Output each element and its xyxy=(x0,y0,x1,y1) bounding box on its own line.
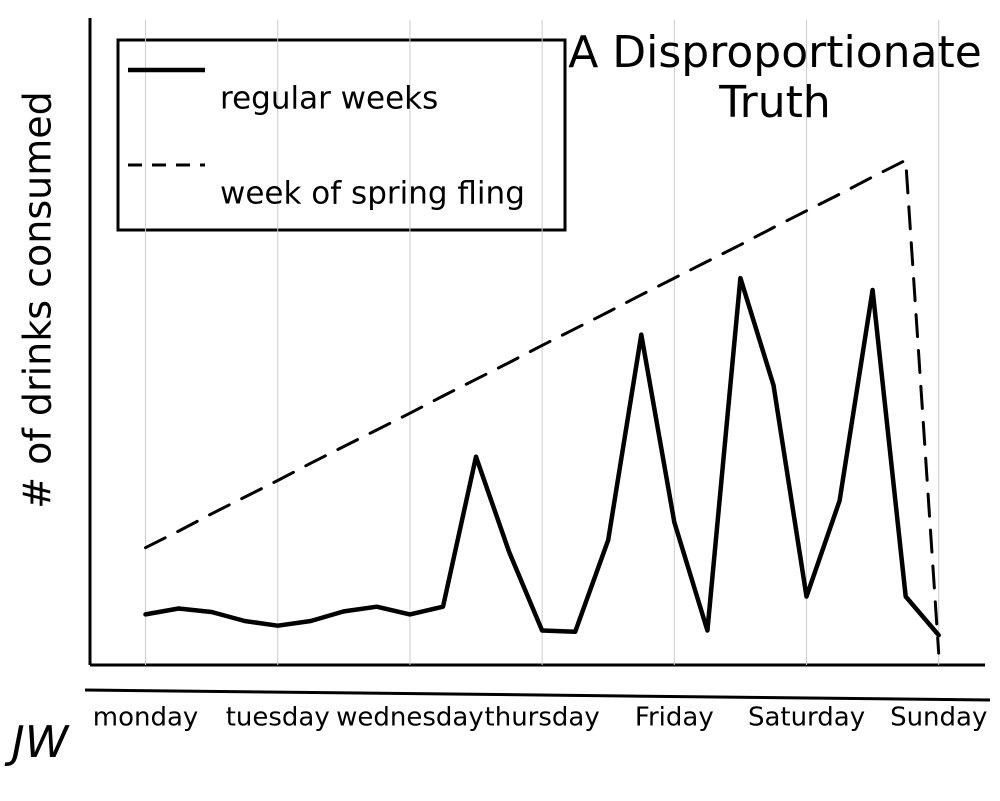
x-tick-label: thursday xyxy=(485,703,600,733)
x-tick-label: tuesday xyxy=(226,703,330,733)
signature: JW xyxy=(4,717,70,768)
legend-box xyxy=(116,38,567,232)
x-tick-label: wednesday xyxy=(336,703,484,733)
x-tick-label: Saturday xyxy=(748,703,865,733)
x-axis-underline xyxy=(84,688,991,702)
y-axis-label: # of drinks consumed xyxy=(16,91,60,509)
x-tick-label: monday xyxy=(93,703,199,733)
series-line xyxy=(143,275,941,638)
legend-label: regular weeks xyxy=(220,81,438,117)
x-tick-label: Friday xyxy=(635,703,714,733)
series-line xyxy=(144,158,941,655)
legend-label: week of spring fling xyxy=(220,176,525,212)
chart-title: A Disproportionate Truth xyxy=(568,27,982,128)
x-tick-label: Sunday xyxy=(890,703,987,733)
